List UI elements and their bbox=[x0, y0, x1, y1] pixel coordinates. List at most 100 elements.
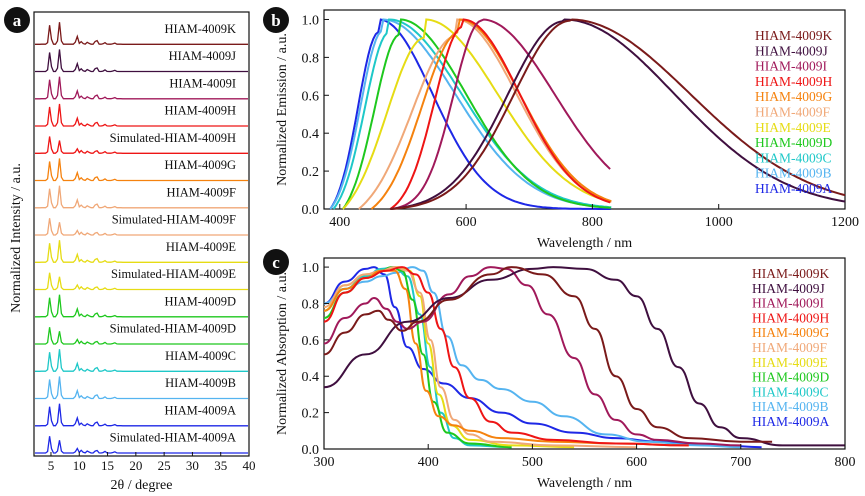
legend: HIAM-4009KHIAM-4009JHIAM-4009IHIAM-4009H… bbox=[755, 28, 832, 196]
legend-item: HIAM-4009J bbox=[755, 43, 828, 58]
legend-item: HIAM-4009F bbox=[752, 340, 827, 355]
legend-item: HIAM-4009K bbox=[752, 266, 829, 281]
y-tick-label: 0.6 bbox=[302, 334, 320, 349]
emission-curve-HIAM-4009K bbox=[390, 18, 846, 210]
xrd-label: HIAM-4009D bbox=[164, 294, 236, 308]
absorption-curve-HIAM-4009A bbox=[323, 266, 762, 449]
emission-curve-HIAM-4009C bbox=[332, 18, 612, 210]
legend-item: HIAM-4009I bbox=[755, 59, 827, 74]
xrd-trace-Simulated-HIAM-4009A bbox=[35, 436, 248, 454]
xrd-trace-HIAM-4009F bbox=[35, 185, 248, 209]
absorption-curve-HIAM-4009C bbox=[323, 266, 512, 449]
xrd-trace-HIAM-4009A bbox=[35, 403, 248, 427]
x-tick-label: 30 bbox=[186, 458, 199, 473]
x-tick-label: 400 bbox=[418, 455, 439, 470]
xrd-trace-HIAM-4009G bbox=[35, 158, 248, 182]
x-tick-label: 35 bbox=[214, 458, 227, 473]
y-tick-label: 1.0 bbox=[302, 261, 320, 276]
xrd-trace-Simulated-HIAM-4009H bbox=[35, 136, 248, 154]
absorption-curve-HIAM-4009J bbox=[323, 266, 845, 447]
x-tick-label: 800 bbox=[582, 215, 603, 230]
y-tick-label: 0.2 bbox=[302, 165, 320, 180]
panel-letter-badge bbox=[4, 7, 30, 33]
xrd-label: Simulated-HIAM-4009D bbox=[110, 322, 236, 336]
legend-item: HIAM-4009I bbox=[752, 296, 824, 311]
xrd-label: Simulated-HIAM-4009H bbox=[110, 131, 236, 145]
x-tick-label: 300 bbox=[314, 455, 335, 470]
x-tick-label: 15 bbox=[101, 458, 114, 473]
xrd-label: HIAM-4009F bbox=[167, 185, 236, 199]
absorption-curve-HIAM-4009K bbox=[323, 266, 773, 443]
y-tick-label: 0.4 bbox=[302, 370, 320, 385]
xrd-trace-HIAM-4009J bbox=[35, 49, 248, 73]
legend-item: HIAM-4009A bbox=[752, 414, 829, 429]
emission-curve-HIAM-4009B bbox=[329, 18, 611, 210]
x-axis-title: Wavelength / nm bbox=[537, 476, 632, 491]
emission-curve-HIAM-4009E bbox=[342, 18, 611, 210]
legend-item: HIAM-4009D bbox=[755, 135, 832, 150]
x-tick-label: 800 bbox=[835, 455, 856, 470]
xrd-trace-Simulated-HIAM-4009E bbox=[35, 272, 248, 291]
y-tick-label: 0.8 bbox=[302, 51, 320, 66]
x-tick-label: 700 bbox=[730, 455, 751, 470]
panel-letter-b: b bbox=[263, 7, 289, 33]
absorption-curve-HIAM-4009G bbox=[323, 269, 689, 447]
panel-letter-text: c bbox=[272, 253, 280, 272]
x-tick-label: 1200 bbox=[831, 215, 859, 230]
legend-item: HIAM-4009K bbox=[755, 28, 832, 43]
legend-item: HIAM-4009C bbox=[752, 384, 829, 399]
legend-item: HIAM-4009D bbox=[752, 370, 829, 385]
xrd-trace-HIAM-4009E bbox=[35, 240, 248, 263]
emission-curve-HIAM-4009D bbox=[342, 18, 611, 210]
xrd-label: HIAM-4009H bbox=[164, 104, 236, 118]
legend: HIAM-4009KHIAM-4009JHIAM-4009IHIAM-4009H… bbox=[752, 266, 829, 429]
legend-item: HIAM-4009E bbox=[752, 355, 828, 370]
x-tick-label: 10 bbox=[73, 458, 86, 473]
xrd-trace-HIAM-4009H bbox=[35, 103, 248, 127]
emission-curve-HIAM-4009A bbox=[329, 18, 611, 210]
xrd-trace-HIAM-4009B bbox=[35, 376, 248, 400]
xrd-label: HIAM-4009C bbox=[165, 349, 236, 363]
x-tick-label: 25 bbox=[158, 458, 171, 473]
absorption-curve-HIAM-4009H bbox=[323, 266, 689, 447]
panel-letter-a: a bbox=[4, 7, 30, 33]
y-tick-label: 0.0 bbox=[302, 203, 320, 218]
xrd-label: Simulated-HIAM-4009F bbox=[112, 213, 236, 227]
legend-item: HIAM-4009F bbox=[755, 105, 830, 120]
legend-item: HIAM-4009E bbox=[755, 120, 831, 135]
legend-item: HIAM-4009G bbox=[755, 89, 832, 104]
xrd-label: HIAM-4009B bbox=[165, 376, 236, 390]
xrd-label: HIAM-4009I bbox=[169, 76, 236, 90]
absorption-curve-HIAM-4009I bbox=[323, 266, 741, 447]
panel-letter-text: b bbox=[271, 11, 280, 30]
y-axis-title: Normalized Intensity / a.u. bbox=[9, 163, 24, 313]
x-tick-label: 40 bbox=[243, 458, 256, 473]
panel-letter-badge bbox=[263, 249, 289, 275]
y-tick-label: 0.8 bbox=[302, 297, 320, 312]
xrd-trace-HIAM-4009K bbox=[35, 22, 248, 45]
legend-item: HIAM-4009A bbox=[755, 181, 832, 196]
xrd-label: Simulated-HIAM-4009A bbox=[110, 431, 236, 445]
absorption-curve-HIAM-4009F bbox=[323, 266, 637, 449]
panel-a-frame bbox=[33, 11, 250, 457]
x-axis-title: 2θ / degree bbox=[111, 478, 173, 493]
legend-item: HIAM-4009B bbox=[755, 166, 832, 181]
xrd-trace-Simulated-HIAM-4009D bbox=[35, 327, 248, 345]
xrd-label: HIAM-4009J bbox=[169, 49, 236, 63]
legend-item: HIAM-4009H bbox=[752, 310, 829, 325]
legend-item: HIAM-4009G bbox=[752, 325, 829, 340]
y-axis-title: Normalized Absorption / a.u. bbox=[275, 272, 290, 435]
xrd-trace-HIAM-4009D bbox=[35, 294, 248, 318]
legend-item: HIAM-4009B bbox=[752, 399, 829, 414]
xrd-trace-Simulated-HIAM-4009F bbox=[35, 218, 248, 236]
x-tick-label: 20 bbox=[129, 458, 142, 473]
xrd-label: HIAM-4009G bbox=[164, 158, 236, 172]
panel-a-xrd: HIAM-4009K HIAM-4009J HIAM-4009I HIAM-4009H… bbox=[9, 11, 256, 493]
y-tick-label: 1.0 bbox=[302, 13, 320, 28]
xrd-label: Simulated-HIAM-4009E bbox=[111, 267, 236, 281]
panel-letter-badge bbox=[263, 7, 289, 33]
x-tick-label: 1000 bbox=[705, 215, 733, 230]
panel-b-emission: 400 600 800 1000 1200 0.0 0.2 0.4 0.6 0.8 1.0 Wavel… bbox=[275, 9, 859, 251]
x-tick-label: 600 bbox=[626, 455, 647, 470]
